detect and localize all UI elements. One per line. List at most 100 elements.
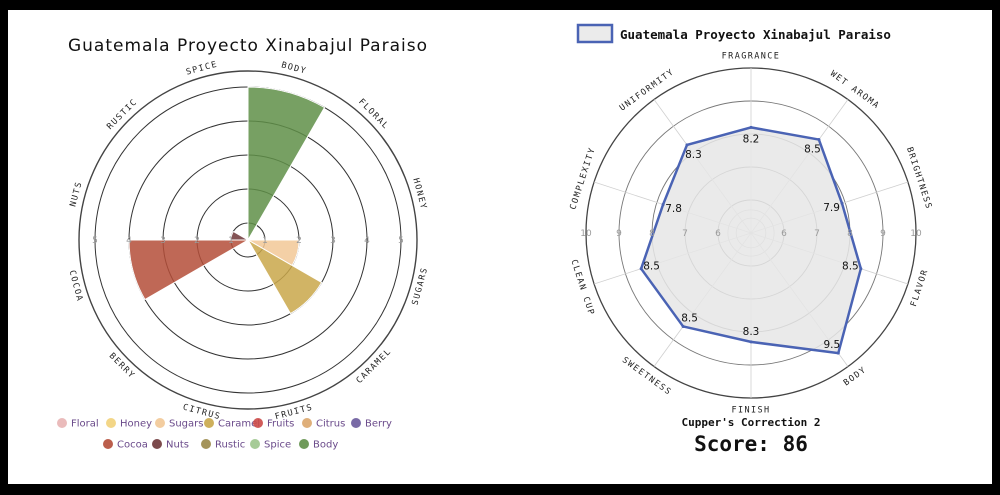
radar-point-fragrance[interactable]: [749, 125, 753, 129]
radar-value-label: 8.2: [743, 133, 760, 145]
radar-tick-left: 6: [715, 229, 721, 239]
polar-legend-item-cocoa[interactable]: Cocoa: [103, 439, 148, 451]
polar-legend-label: Cocoa: [117, 440, 148, 451]
polar-legend-swatch: [253, 418, 263, 428]
polar-legend-label: Honey: [120, 419, 152, 430]
radar-value-label: 8.5: [643, 260, 660, 272]
polar-legend-item-caramel[interactable]: Caramel: [204, 418, 260, 430]
radar-series-polygon[interactable]: [639, 126, 863, 355]
polar-wedge-body[interactable]: [247, 86, 326, 242]
polar-tick-right: 4: [364, 236, 370, 246]
polar-legend-swatch: [204, 418, 214, 428]
polar-legend-item-citrus[interactable]: Citrus: [302, 418, 345, 430]
polar-tick-left: 4: [126, 236, 132, 246]
radar-value-label: 8.5: [842, 260, 859, 272]
polar-legend-swatch: [302, 418, 312, 428]
radar-value-label: 7.8: [665, 203, 682, 215]
polar-legend-swatch: [152, 439, 162, 449]
radar-point-complexity[interactable]: [661, 202, 665, 206]
polar-tick-left: 3: [160, 236, 166, 246]
polar-wedge-nuts[interactable]: [230, 230, 250, 241]
radar-point-body[interactable]: [836, 351, 840, 355]
polar-legend-label: Citrus: [316, 419, 345, 430]
radar-category-flavor: FLAVOR: [909, 268, 931, 308]
polar-legend-label: Rustic: [215, 440, 245, 451]
radar-value-label: 9.5: [823, 339, 840, 351]
radar-point-clean-cup[interactable]: [639, 267, 643, 271]
cupper-correction: Cupper's Correction 2: [681, 416, 820, 429]
polar-legend-swatch: [250, 439, 260, 449]
polar-legend-swatch: [57, 418, 67, 428]
radar-category-fragrance: FRAGRANCE: [722, 52, 781, 62]
radar-category-finish: FINISH: [731, 406, 770, 416]
polar-tick-left: 5: [92, 236, 98, 246]
radar-value-label: 8.5: [804, 143, 821, 155]
polar-legend[interactable]: Floral Honey Sugars Caramel Fruits Citrus Berr…: [57, 418, 392, 451]
radar-value-label: 7.9: [823, 202, 840, 214]
radar-value-label: 8.3: [743, 326, 760, 338]
polar-wedge-cocoa[interactable]: [128, 239, 250, 301]
polar-tick-right: 3: [330, 236, 336, 246]
polar-title: Guatemala Proyecto Xinabajul Paraiso: [68, 36, 428, 56]
radar-tick-left: 10: [580, 229, 592, 239]
polar-r-ticks: 1 1 2 2 3 3 4 4 5 5: [92, 236, 404, 246]
polar-wedges: [128, 86, 326, 315]
polar-legend-item-nuts[interactable]: Nuts: [152, 439, 189, 451]
score: Score: 86: [694, 432, 808, 456]
radar-tick-right: 10: [910, 229, 922, 239]
radar-point-uniformity[interactable]: [685, 143, 689, 147]
polar-legend-swatch: [103, 439, 113, 449]
radar-tick-right: 8: [847, 229, 853, 239]
polar-legend-swatch: [201, 439, 211, 449]
polar-tick-left: 1: [228, 236, 234, 246]
polar-legend-label: Berry: [365, 419, 392, 430]
radar-tick-left: 9: [616, 229, 622, 239]
radar-value-labels: 8.2 8.5 7.9 8.5 9.5 8.3 8.5 8.5 7.8 8.3: [643, 133, 858, 351]
polar-legend-item-floral[interactable]: Floral: [57, 418, 99, 430]
polar-ring: [78, 70, 418, 410]
radar-value-label: 8.3: [685, 149, 702, 161]
radar-legend-swatch: [576, 23, 614, 44]
radar-series: [639, 125, 863, 355]
polar-legend-swatch: [299, 439, 309, 449]
radar-tick-right: 7: [814, 229, 820, 239]
polar-legend-label: Floral: [71, 419, 99, 430]
polar-legend-label: Spice: [264, 440, 291, 451]
polar-legend-item-body[interactable]: Body: [299, 439, 338, 451]
polar-tick-right: 2: [296, 236, 302, 246]
radar-category-clean-cup: CLEAN CUP: [568, 258, 596, 317]
radar-point-wet-aroma[interactable]: [817, 138, 821, 142]
polar-legend-swatch: [106, 418, 116, 428]
polar-legend-item-sugars[interactable]: Sugars: [155, 418, 203, 430]
polar-legend-item-rustic[interactable]: Rustic: [201, 439, 245, 451]
polar-legend-item-spice[interactable]: Spice: [250, 439, 291, 451]
polar-tick-right: 1: [262, 236, 268, 246]
radar-value-label: 8.5: [681, 313, 698, 325]
radar-category-brightness: BRIGHTNESS: [904, 146, 934, 211]
polar-legend-swatch: [155, 418, 165, 428]
polar-wedge-caramel[interactable]: [246, 238, 323, 315]
radar-point-brightness[interactable]: [840, 201, 844, 205]
polar-legend-item-honey[interactable]: Honey: [106, 418, 152, 430]
polar-category-berry: BERRY: [107, 351, 137, 381]
polar-legend-item-berry[interactable]: Berry: [351, 418, 392, 430]
radar-category-sweetness: SWEETNESS: [620, 355, 673, 398]
polar-legend-item-fruits[interactable]: Fruits: [253, 418, 294, 430]
radar-tick-right: 6: [781, 229, 787, 239]
polar-legend-label: Fruits: [267, 419, 294, 430]
radar-tick-right: 9: [880, 229, 886, 239]
radar-r-ticks: 6 6 7 7 8 8 9 9 10 10: [580, 229, 922, 239]
polar-legend-label: Caramel: [218, 419, 260, 430]
radar-point-finish[interactable]: [749, 340, 753, 344]
polar-legend-swatch: [351, 418, 361, 428]
radar-tick-left: 8: [649, 229, 655, 239]
radar-point-sweetness[interactable]: [681, 324, 685, 328]
radar-point-flavor[interactable]: [859, 267, 863, 271]
polar-tick-left: 2: [194, 236, 200, 246]
polar-legend-label: Body: [313, 440, 338, 451]
polar-legend-label: Sugars: [169, 419, 203, 430]
radar-legend-label: Guatemala Proyecto Xinabajul Paraiso: [620, 27, 891, 42]
polar-tick-right: 5: [398, 236, 404, 246]
radar-legend[interactable]: Guatemala Proyecto Xinabajul Paraiso: [576, 23, 891, 44]
